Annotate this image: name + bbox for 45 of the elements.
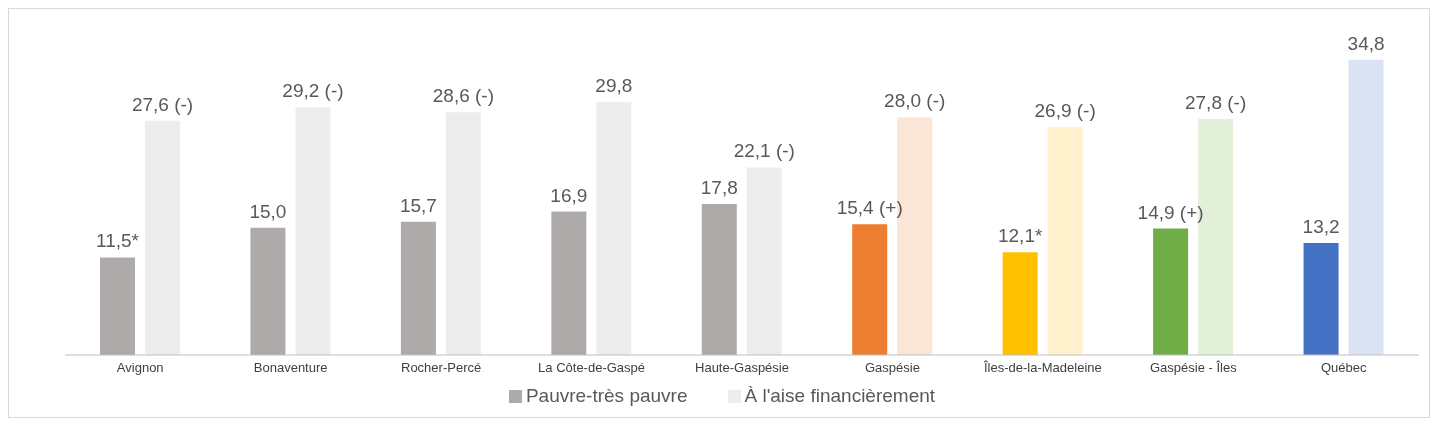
x-tick-label: Rocher-Percé [401, 360, 482, 376]
x-tick-label: Haute-Gaspésie [695, 360, 789, 376]
x-tick-label: Gaspésie [864, 360, 920, 376]
data-label: 26,9 (-) [1034, 99, 1096, 121]
bar [701, 203, 737, 355]
data-label: 29,8 [595, 75, 633, 97]
data-label: 11,5* [96, 230, 140, 252]
data-label: 28,0 (-) [884, 90, 946, 112]
data-label: 14,9 (+) [1137, 201, 1204, 223]
bar [1153, 228, 1189, 355]
bar [1002, 252, 1038, 355]
data-label: 15,7 [399, 194, 437, 216]
data-label: 17,8 [700, 176, 738, 198]
x-tick-label: Bonaventure [253, 360, 328, 376]
bar [295, 107, 331, 355]
data-label: 13,2 [1302, 215, 1340, 237]
x-tick-label: Avignon [116, 360, 164, 376]
bar [1303, 242, 1339, 355]
data-label: 28,6 (-) [432, 85, 495, 107]
data-label: 12,1* [997, 225, 1043, 247]
data-label: 22,1 (-) [733, 140, 795, 162]
bar [596, 102, 632, 355]
x-tick-label: La Côte-de-Gaspé [538, 360, 646, 376]
data-label: 27,6 (-) [131, 93, 194, 115]
legend-label: À l'aise financièrement [744, 385, 936, 406]
bar [145, 120, 180, 355]
bar [445, 112, 481, 355]
bar [1348, 59, 1384, 355]
x-tick-label: Gaspésie - Îles [1149, 360, 1238, 376]
legend-label: Pauvre-très pauvre [525, 385, 688, 406]
bar [746, 167, 782, 355]
bar [1047, 126, 1083, 355]
data-label: 27,8 (-) [1184, 92, 1247, 114]
bar [852, 224, 888, 355]
data-label: 16,9 [550, 184, 588, 206]
x-tick-label: Îles-de-la-Madeleine [983, 360, 1102, 376]
data-label: 15,4 (+) [836, 197, 903, 219]
bar [100, 257, 135, 355]
bar [250, 227, 286, 355]
data-label: 29,2 (-) [282, 80, 344, 102]
bar [551, 211, 587, 355]
bar [400, 221, 436, 355]
x-tick-label: Québec [1321, 360, 1368, 376]
data-label: 34,8 [1347, 32, 1385, 54]
data-label: 15,0 [249, 200, 287, 222]
